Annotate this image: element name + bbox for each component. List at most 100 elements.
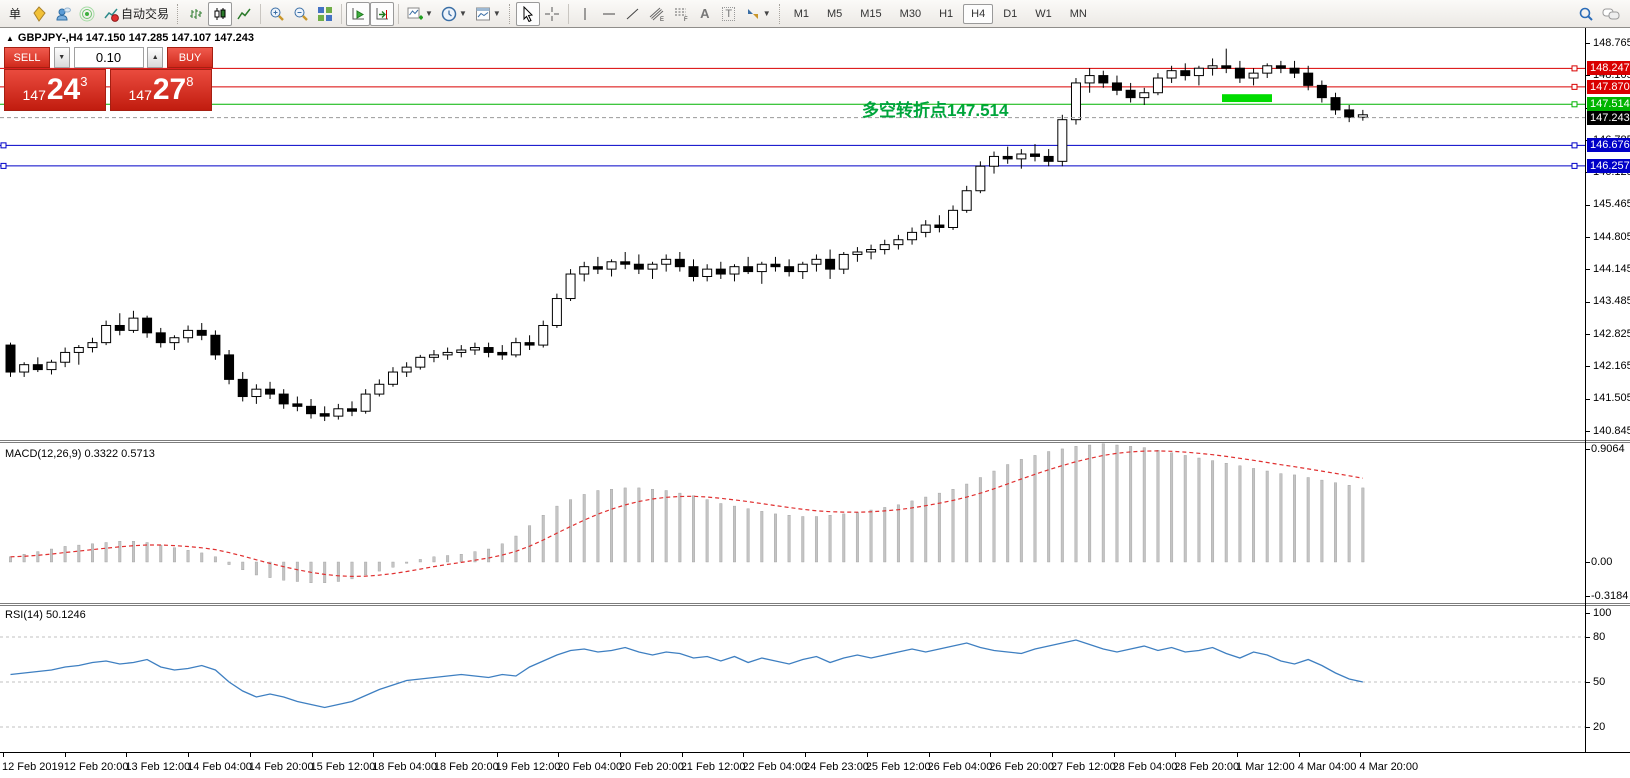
crosshair-button[interactable]	[540, 2, 564, 26]
macd-bar	[500, 543, 504, 563]
macd-bar	[473, 551, 477, 563]
vertical-line-button[interactable]	[573, 2, 597, 26]
macd-bar	[910, 500, 914, 563]
zoom-out-icon	[293, 6, 309, 22]
candle-body	[852, 251, 863, 255]
community-button[interactable]	[51, 2, 75, 26]
main-toolbar: 单 自动交易 ▼ ▼ ▼ E F A T ▼ M1 M5 M15 M30 H1 H4 D1 W…	[0, 0, 1630, 28]
candle-body	[838, 253, 849, 270]
candle-body	[196, 329, 207, 336]
auto-scroll-button[interactable]	[346, 1, 371, 26]
market-watch-button[interactable]	[27, 2, 51, 26]
timeframe-h1[interactable]: H1	[939, 7, 954, 20]
macd-bar	[582, 494, 586, 563]
zoom-out-button[interactable]	[289, 2, 313, 26]
price-tick-label: 145.465	[1593, 198, 1630, 211]
buy-price-button[interactable]: 147 27 8	[110, 69, 212, 111]
timeframe-m1[interactable]: M1	[793, 7, 809, 20]
candlestick-chart-button[interactable]	[208, 1, 233, 26]
timeframe-h4[interactable]: H4	[963, 3, 994, 24]
autotrade-button[interactable]: 自动交易	[99, 2, 173, 26]
line-handle[interactable]	[1571, 162, 1578, 169]
line-handle[interactable]	[1571, 83, 1578, 90]
search-button[interactable]	[1574, 2, 1598, 26]
line-handle[interactable]	[1571, 65, 1578, 72]
line-handle[interactable]	[1571, 101, 1578, 108]
time-label: 28 Feb 04:00	[1112, 761, 1178, 773]
timeframe-d1[interactable]: D1	[1003, 7, 1018, 20]
buy-price-sup: 8	[186, 74, 194, 89]
periods-button[interactable]: ▼	[437, 2, 471, 26]
main-chart-pane[interactable]	[0, 28, 1585, 440]
time-axis[interactable]: 12 Feb 2019 12 Feb 20:00 13 Feb 12:00 14 Fe…	[0, 752, 1630, 778]
tile-windows-button[interactable]	[313, 2, 337, 26]
macd-pane[interactable]	[0, 443, 1585, 603]
equidistant-channel-button[interactable]: E	[645, 2, 669, 26]
arrows-button[interactable]: ▼	[741, 2, 775, 26]
chart-shift-button[interactable]	[370, 1, 395, 26]
macd-bar	[1006, 464, 1010, 563]
candle-body	[415, 356, 426, 368]
time-label: 26 Feb 20:00	[989, 761, 1055, 773]
macd-bar	[145, 542, 149, 563]
fibonacci-button[interactable]: F	[669, 2, 693, 26]
buy-button[interactable]: BUY	[167, 47, 213, 68]
volume-increase-button[interactable]: ▲	[147, 47, 164, 68]
macd-bar	[937, 492, 941, 563]
macd-bar	[77, 544, 81, 563]
trendline-button[interactable]	[621, 2, 645, 26]
rsi-pane[interactable]	[0, 606, 1585, 752]
templates-button[interactable]: ▼	[471, 2, 505, 26]
pane-splitter[interactable]	[0, 603, 1630, 606]
text-button[interactable]: A	[693, 2, 717, 26]
volume-decrease-button[interactable]: ▼	[53, 47, 70, 68]
svg-text:E: E	[660, 17, 664, 22]
one-click-collapse-arrow[interactable]: ▲	[6, 33, 14, 43]
time-label: 14 Feb 20:00	[248, 761, 314, 773]
signals-button[interactable]	[75, 2, 99, 26]
macd-bar	[869, 509, 873, 563]
buy-price-prefix: 147	[128, 87, 152, 103]
rsi-tick-mark	[1586, 613, 1590, 614]
sell-price-button[interactable]: 147 24 3	[4, 69, 106, 111]
sell-button[interactable]: SELL	[4, 47, 50, 68]
macd-bar	[323, 561, 327, 583]
line-handle[interactable]	[0, 142, 7, 149]
line-chart-button[interactable]	[232, 2, 256, 26]
chat-button[interactable]	[1598, 2, 1624, 26]
macd-bar	[1129, 446, 1133, 563]
candle-body	[101, 324, 112, 344]
chart-text-annotation[interactable]: 多空转折点147.514	[862, 101, 1009, 120]
horizontal-line-button[interactable]	[597, 2, 621, 26]
timeframe-mn[interactable]: MN	[1069, 7, 1087, 20]
cursor-button[interactable]	[515, 1, 540, 26]
timeframe-w1[interactable]: W1	[1035, 7, 1052, 20]
candle-body	[1084, 75, 1095, 84]
zoom-in-button[interactable]	[265, 2, 289, 26]
line-handle[interactable]	[0, 162, 7, 169]
price-tick-label: 144.805	[1593, 230, 1630, 243]
text-label-button[interactable]: T	[717, 2, 741, 26]
line-handle[interactable]	[1571, 142, 1578, 149]
timeframe-m15[interactable]: M15	[860, 7, 882, 20]
bar-chart-button[interactable]	[184, 2, 208, 26]
price-axis[interactable]: 148.765148.105147.445146.785146.125145.4…	[1585, 28, 1630, 752]
new-order-button[interactable]: 单	[8, 7, 21, 21]
candle-body	[1344, 109, 1355, 118]
volume-input[interactable]	[73, 47, 144, 68]
macd-bar	[405, 561, 409, 564]
candle-body	[1234, 67, 1245, 79]
indicators-button[interactable]: ▼	[403, 2, 437, 26]
level-price-label: 148.247	[1587, 61, 1630, 76]
pane-splitter[interactable]	[0, 440, 1630, 443]
price-tick-label: 142.165	[1593, 359, 1630, 372]
timeframe-m30[interactable]: M30	[899, 7, 922, 20]
macd-bar	[951, 489, 955, 563]
timeframe-m5[interactable]: M5	[826, 7, 843, 20]
green-highlight-segment[interactable]	[1222, 94, 1272, 103]
time-label: 18 Feb 20:00	[433, 761, 499, 773]
macd-bar	[282, 561, 286, 581]
macd-bar	[651, 489, 654, 563]
dropdown-caret: ▼	[458, 9, 467, 18]
price-tick-mark	[1586, 431, 1590, 433]
